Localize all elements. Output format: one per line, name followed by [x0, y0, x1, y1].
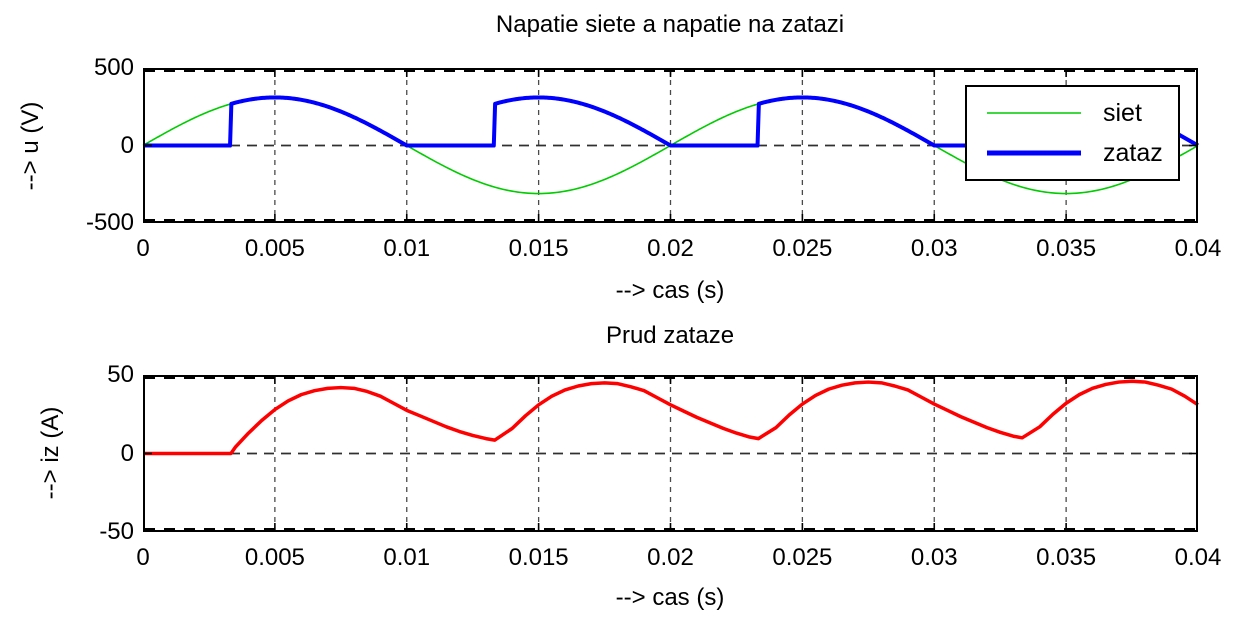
y-tick-label: -500 [85, 209, 134, 236]
legend-label-zataz: zataz [1103, 139, 1163, 167]
y-tick-label: 0 [120, 439, 134, 467]
x-tick-label: 0.015 [508, 544, 569, 571]
x-tick-label: 0.04 [1174, 544, 1222, 571]
plot-title-current: Prud zataze [605, 322, 735, 349]
series-line-prud-zataze [143, 379, 1199, 456]
legend-label-siet: siet [1103, 99, 1142, 127]
x-tick-label: 0.015 [508, 235, 569, 262]
x-tick-label: 0.02 [647, 235, 694, 262]
x-tick-label: 0.005 [244, 544, 305, 571]
legend-row-siet: siet [985, 99, 1178, 127]
legend: siet zataz [965, 85, 1180, 181]
x-tick-label: 0.035 [1036, 235, 1097, 262]
x-tick-label: 0 [136, 235, 150, 262]
x-tick-label: 0.03 [910, 235, 958, 262]
y-axis-label-current: --> iz (A) [37, 406, 64, 500]
y-tick-label: 50 [107, 361, 134, 388]
x-tick-label: 0 [136, 544, 150, 571]
x-axis-label-voltage: --> cas (s) [615, 277, 725, 304]
x-tick-label: 0.04 [1174, 235, 1222, 262]
plot-title-voltage: Napatie siete a napatie na zatazi [495, 11, 845, 38]
x-tick-label: 0.03 [910, 544, 958, 571]
x-tick-label: 0.035 [1036, 544, 1097, 571]
x-tick-label: 0.025 [772, 235, 833, 262]
legend-line-siet-icon [987, 112, 1081, 114]
x-axis-label-current: --> cas (s) [615, 584, 725, 611]
legend-row-zataz: zataz [985, 139, 1178, 167]
x-tick-label: 0.01 [383, 235, 431, 262]
y-tick-label: -50 [99, 518, 134, 545]
x-tick-label: 0.02 [647, 544, 694, 571]
y-tick-label: 500 [93, 54, 134, 81]
plot-box [143, 375, 1199, 532]
legend-line-zataz-icon [987, 150, 1081, 156]
y-tick-label: 0 [120, 131, 134, 159]
x-tick-label: 0.025 [772, 544, 833, 571]
x-tick-label: 0.005 [244, 235, 305, 262]
x-tick-label: 0.01 [383, 544, 431, 571]
